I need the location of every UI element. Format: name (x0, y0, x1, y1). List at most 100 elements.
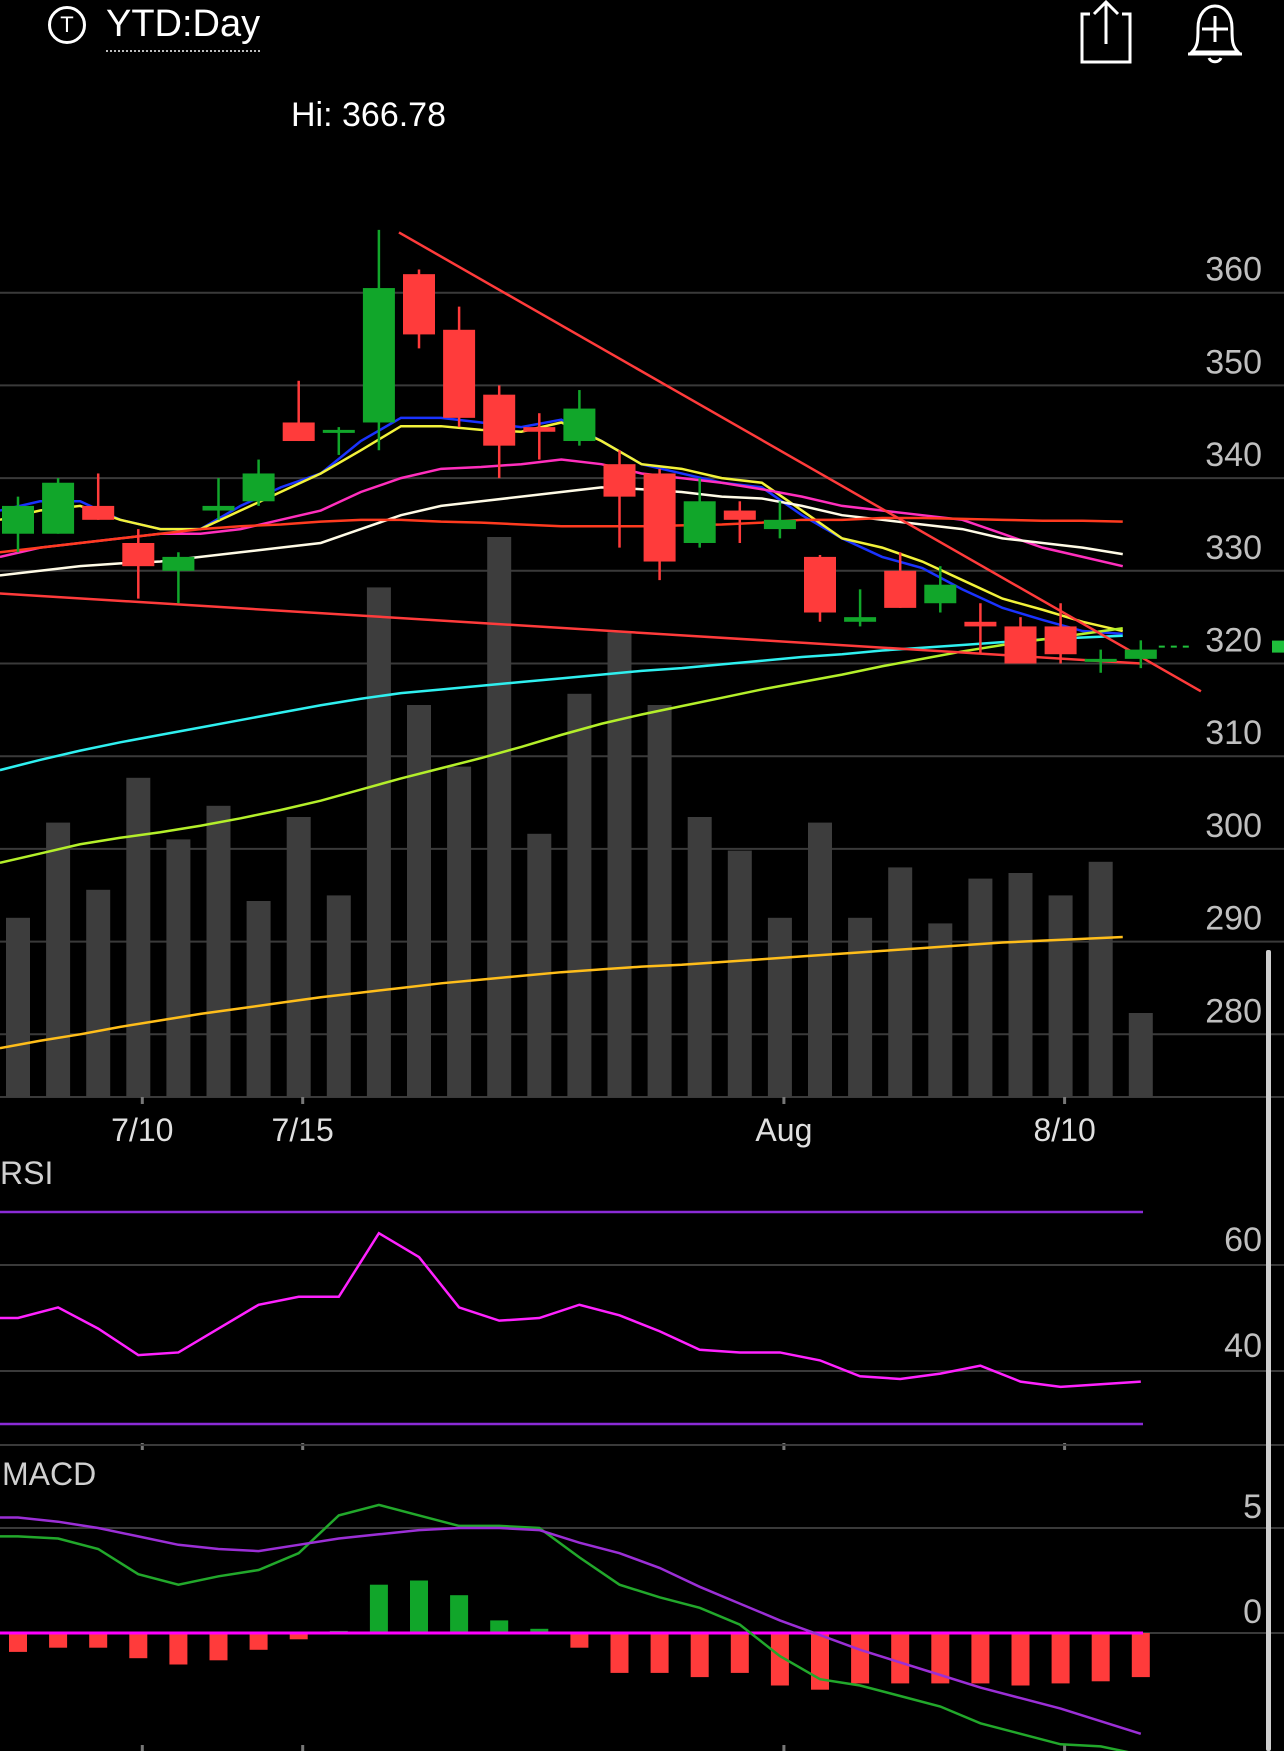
candle-body (1044, 626, 1077, 655)
macd-histogram-bar (730, 1633, 749, 1673)
candlesticks (2, 229, 1157, 673)
macd-histogram-bar (169, 1633, 188, 1665)
candle-down (1044, 603, 1077, 664)
volume-bar (567, 693, 592, 1097)
candle-down (603, 450, 636, 548)
candle-body (1124, 649, 1157, 659)
volume-bar (1048, 895, 1073, 1097)
rsi-panel: 60 40 (0, 1210, 1284, 1446)
macd-label: MACD (2, 1456, 96, 1492)
candle-body (1084, 658, 1117, 662)
price-tick-label: 290 (1205, 900, 1262, 938)
macd-histogram-bar (931, 1633, 950, 1684)
candle-body (2, 505, 34, 534)
candle-up (322, 427, 355, 455)
candle-up (563, 390, 596, 446)
macd-histogram-bar (971, 1633, 990, 1684)
candle-body (844, 617, 877, 622)
candle-body (443, 329, 476, 418)
candle-up (683, 478, 716, 548)
candle-down (122, 529, 155, 599)
macd-histogram-bar (289, 1633, 308, 1640)
macd-histogram-bar (570, 1633, 589, 1648)
macd-histogram-bar (1131, 1633, 1150, 1678)
macd-histogram-bar (49, 1633, 68, 1648)
macd-histogram-bar (490, 1620, 509, 1633)
volume-bar (487, 537, 512, 1097)
candle-up (924, 566, 957, 613)
candle-down (82, 473, 115, 520)
volume-bar (687, 817, 712, 1097)
candle-body (964, 621, 997, 627)
volume-bar (767, 917, 792, 1097)
rsi-label: RSI (0, 1155, 53, 1191)
last-price-marker (1272, 640, 1284, 653)
volume-bar (848, 917, 873, 1097)
scrollbar[interactable] (1266, 950, 1271, 1751)
candle-down (643, 468, 676, 581)
rsi-tick-label: 60 (1224, 1221, 1262, 1259)
candle-up (763, 501, 796, 539)
macd-histogram-bar (690, 1633, 709, 1678)
volume-bar (727, 850, 752, 1097)
ma-cyan (0, 634, 1123, 772)
timeframe-selector[interactable]: YTD:Day (106, 0, 261, 52)
candle-body (82, 505, 115, 520)
price-tick-label: 310 (1205, 714, 1262, 752)
date-tick-label: Aug (755, 1112, 812, 1148)
volume-bar (968, 878, 993, 1097)
candle-down (483, 385, 516, 479)
volume-bar (6, 917, 30, 1097)
high-price-label: Hi: 366.78 (291, 96, 446, 134)
price-axis-labels: 360 350 340 330 320 310 300 290 280 (1158, 251, 1284, 1030)
candle-body (924, 584, 957, 604)
macd-signal-line (0, 1516, 1142, 1735)
volume-bar (1128, 1013, 1153, 1097)
candle-up (1124, 640, 1157, 669)
date-tick-label: 7/10 (111, 1112, 173, 1148)
price-tick-label: 350 (1205, 343, 1262, 381)
candle-body (403, 274, 435, 335)
price-tick-label: 300 (1205, 807, 1262, 845)
price-tick-label: 320 (1205, 622, 1262, 660)
macd-histogram-bar (209, 1633, 228, 1661)
macd-histogram-bar (129, 1633, 148, 1659)
volume-bar (527, 833, 552, 1097)
candle-down (403, 269, 435, 349)
candle-body (603, 464, 636, 497)
candle-up (362, 229, 395, 451)
candle-up (1084, 649, 1117, 673)
volume-bar (808, 822, 832, 1097)
volume-bar (126, 777, 151, 1097)
candle-down (1004, 617, 1037, 664)
macd-tick-label: 5 (1243, 1488, 1262, 1526)
candle-up (844, 589, 877, 627)
candle-body (884, 570, 917, 608)
volume-bar (928, 923, 953, 1097)
macd-histogram-bar (410, 1580, 428, 1633)
add-alert-bell-icon[interactable] (1182, 0, 1248, 66)
long-support-line (0, 592, 1141, 665)
ticker-type-icon[interactable]: T (48, 6, 86, 44)
candle-body (122, 542, 155, 567)
macd-histogram-bar (1091, 1633, 1110, 1682)
candle-body (322, 429, 355, 433)
candle-up (162, 552, 195, 604)
volume-bar (246, 901, 271, 1097)
price-tick-label: 360 (1205, 251, 1262, 289)
candle-up (242, 459, 275, 506)
date-tick-label: 7/15 (272, 1112, 334, 1148)
candle-body (643, 473, 676, 562)
price-tick-label: 280 (1205, 992, 1262, 1030)
candle-down (964, 603, 997, 655)
share-icon[interactable] (1078, 0, 1134, 66)
macd-histogram-bar (770, 1633, 789, 1686)
volume-bar (1088, 861, 1113, 1097)
candle-body (523, 427, 556, 432)
macd-histogram-bar (9, 1633, 27, 1652)
volume-bar (647, 705, 672, 1097)
ma-gold (0, 935, 1123, 1050)
macd-histogram-bar (851, 1633, 870, 1684)
candle-body (202, 505, 235, 511)
